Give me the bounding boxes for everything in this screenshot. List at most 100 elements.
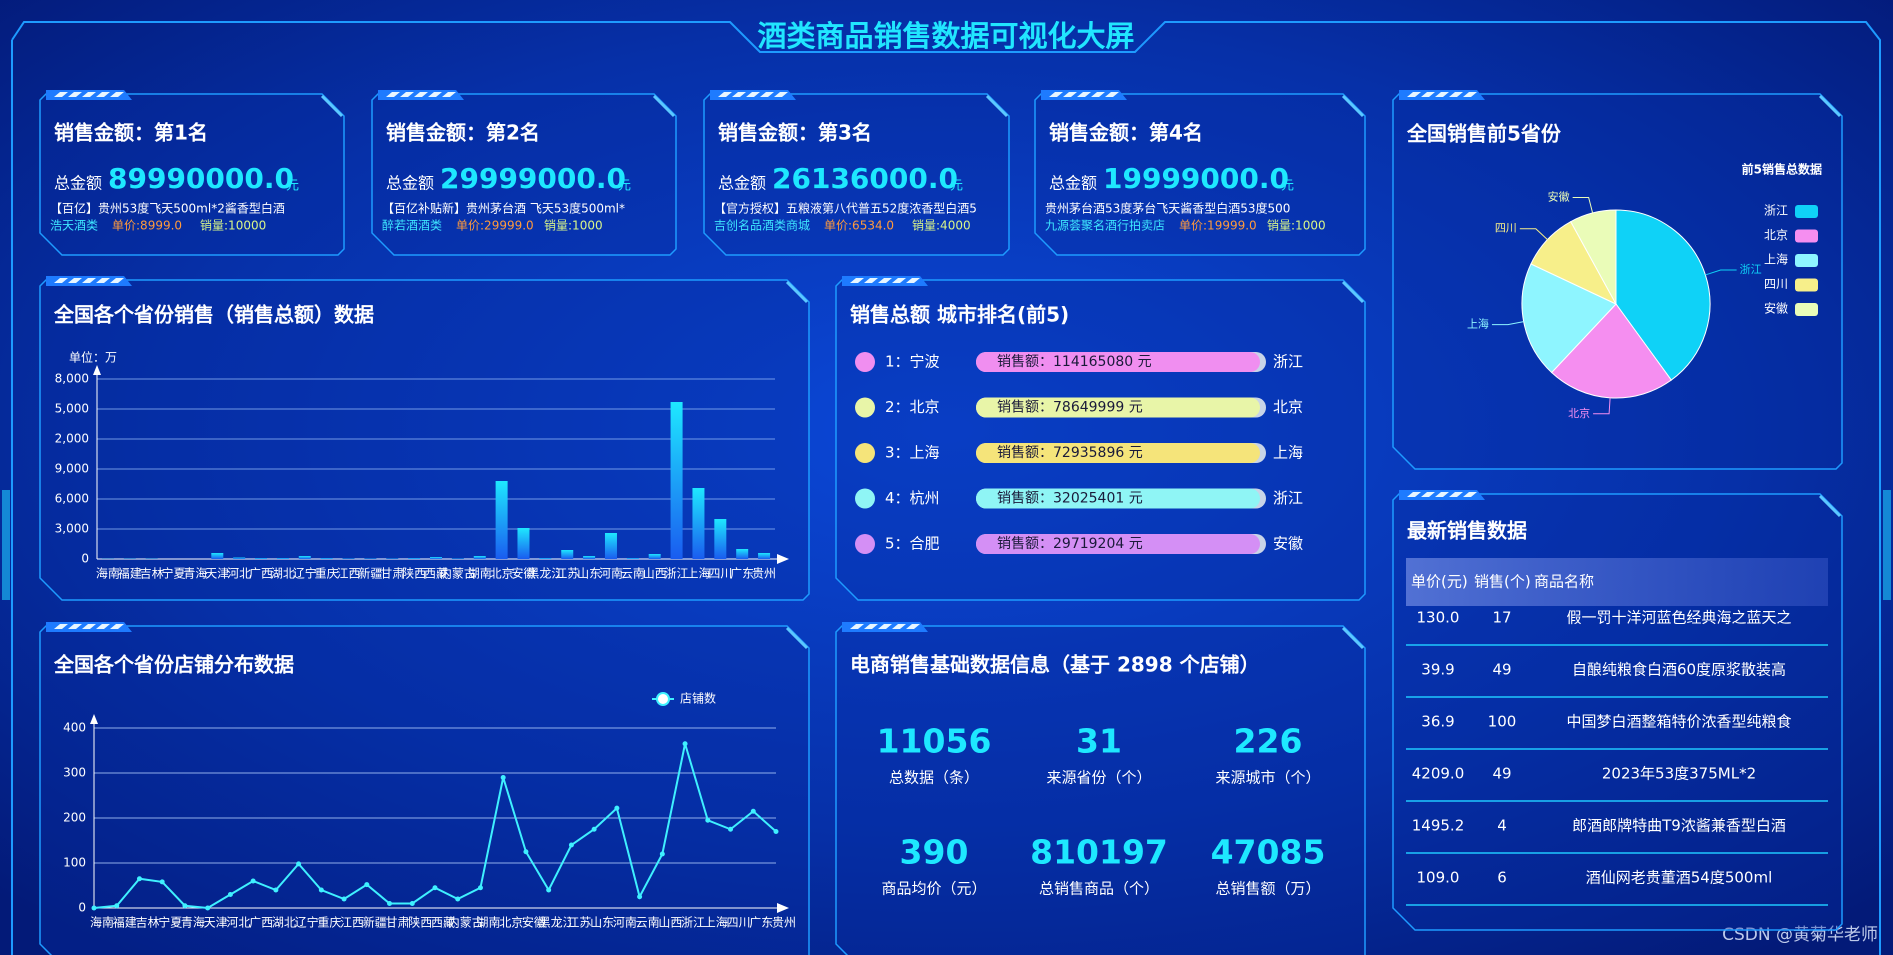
tab-stripe [54, 278, 68, 283]
x-tick-label: 湖北 [271, 566, 295, 581]
card-heading: 销售金额：第2名 [386, 121, 540, 145]
bar [320, 558, 333, 559]
rank-province: 北京 [1273, 398, 1303, 416]
rank-city: 2：北京 [885, 398, 940, 416]
legend-swatch [1795, 278, 1818, 292]
line-point [773, 829, 779, 834]
card-label: 总金额 [54, 174, 102, 193]
stat-label: 总销售商品（个） [1039, 880, 1159, 898]
table-cell: 100 [1488, 713, 1517, 731]
bar [451, 558, 464, 559]
line-point [682, 741, 688, 747]
bar [517, 528, 530, 559]
x-tick-label: 西藏 [424, 567, 448, 581]
stat-value: 226 [1234, 722, 1303, 761]
x-tick-label: 福建 [118, 566, 142, 581]
x-tick-label: 宁夏 [162, 566, 186, 581]
panel-corner [1341, 94, 1365, 118]
rank-sales: 销售额：32025401 元 [997, 491, 1143, 507]
x-tick-label: 贵州 [752, 567, 776, 581]
x-tick-label: 山东 [577, 567, 601, 581]
x-tick-label: 内蒙古 [448, 915, 484, 930]
panel-corner [785, 280, 809, 304]
tab-stripe [1435, 92, 1449, 97]
rank-sales: 销售额：29719204 元 [997, 536, 1143, 552]
tab-stripe [878, 624, 892, 629]
tab-stripe [82, 278, 96, 283]
panel-corner [1818, 94, 1842, 118]
card-shop: 醉若酒酒类 [382, 218, 442, 233]
table-header: 商品名称 [1534, 573, 1594, 591]
x-tick-label: 四川 [708, 567, 732, 581]
table-cell: 酒仙网老贵董酒54度500ml [1586, 869, 1773, 887]
x-tick-label: 宁夏 [158, 915, 182, 930]
tab-stripe [110, 92, 124, 97]
legend-swatch [1795, 205, 1818, 218]
panel-corner [785, 626, 809, 650]
x-tick-label: 海南 [90, 915, 114, 930]
rank-dot [855, 534, 875, 554]
x-tick-label: 贵州 [772, 916, 796, 930]
table-cell: 中国梦白酒整箱特价浓香型纯粮食 [1566, 713, 1791, 731]
table-header-bg [1406, 558, 1828, 606]
rank-bar [976, 488, 1260, 509]
table-cell: 假一罚十洋河蓝色经典海之蓝天之 [1566, 609, 1791, 627]
tab-stripe [906, 278, 920, 283]
card-desc: 【官方授权】五粮液第八代普五52度浓香型白酒5 [714, 201, 977, 216]
line-point [705, 817, 711, 823]
table-cell: 17 [1492, 609, 1511, 627]
line-point [614, 805, 620, 811]
rank-sales: 销售额：78649999 元 [997, 400, 1143, 416]
panel-frame [371, 93, 677, 256]
rank-city: 3：上海 [885, 444, 940, 462]
tab-stripe [864, 278, 878, 283]
page-title: 酒类商品销售数据可视化大屏 [757, 19, 1134, 53]
pie-slice [1521, 263, 1617, 374]
legend-label: 浙江 [1764, 204, 1788, 218]
x-tick-label: 甘肃 [380, 567, 404, 581]
pie-slice [1615, 209, 1711, 381]
table-cell: 2023年53度375ML*2 [1602, 765, 1756, 783]
tab-stripe [1421, 492, 1435, 497]
chart-title: 全国各个省份店铺分布数据 [53, 653, 294, 677]
table-cell: 130.0 [1417, 609, 1460, 627]
bar [233, 557, 246, 559]
x-tick-label: 云南 [636, 915, 660, 930]
card-desc: 【百亿补贴新】贵州茅台酒 飞天53度500ml* [382, 201, 625, 216]
tab-stripe [906, 624, 920, 629]
tab-stripe [1049, 92, 1063, 97]
axis-arrow [777, 903, 789, 913]
tab-stripe [1435, 492, 1449, 497]
card-sales: 销量:10000 [200, 219, 266, 233]
y-unit: 单位：万 [69, 350, 117, 365]
pie-leader [1572, 196, 1594, 214]
bar [758, 553, 771, 559]
x-tick-label: 湖北 [272, 915, 296, 930]
rank-province: 安徽 [1273, 535, 1303, 553]
line-point [387, 901, 393, 906]
tab-stripe [82, 624, 96, 629]
legend-label: 四川 [1764, 277, 1788, 291]
tab-stripe [1421, 92, 1435, 97]
bar [736, 549, 749, 559]
x-tick-label: 陕西 [408, 915, 432, 930]
pie-slice [1570, 209, 1617, 305]
legend-label: 安徽 [1764, 301, 1788, 316]
y-tick-label: 400 [63, 721, 86, 735]
table-cell: 49 [1492, 765, 1511, 783]
line-point [523, 849, 529, 855]
x-tick-label: 四川 [727, 916, 751, 930]
panel-frame [835, 625, 1366, 955]
bar [342, 558, 355, 559]
x-tick-label: 天津 [204, 916, 228, 930]
tab-stripe [1063, 92, 1077, 97]
card-shop: 吉创名品酒类商城 [714, 218, 810, 233]
y-tick-label: 100 [63, 856, 86, 870]
tab-stripe [718, 92, 732, 97]
rank-city: 5：合肥 [885, 535, 940, 553]
x-tick-label: 辽宁 [293, 566, 317, 581]
y-tick-label: 9,000 [55, 462, 89, 476]
card-amount: 29999000.0 [440, 162, 626, 195]
x-tick-label: 新疆 [358, 566, 382, 581]
